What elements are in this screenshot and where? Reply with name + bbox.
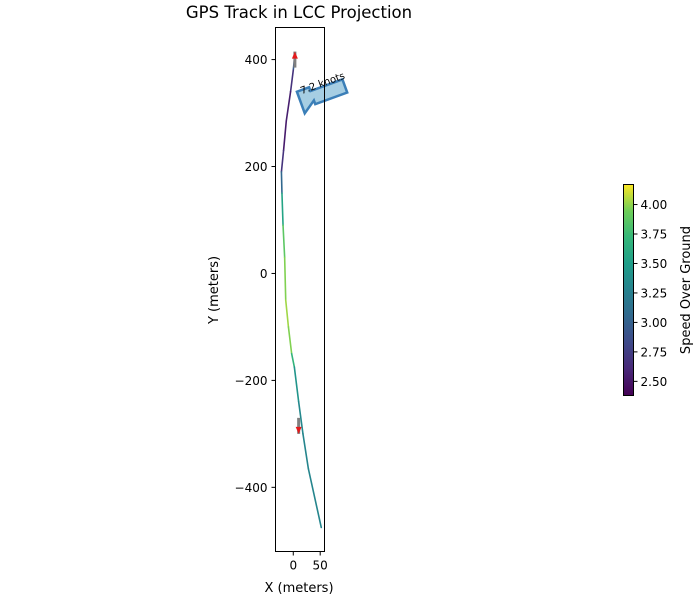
direction-arrow — [291, 51, 298, 68]
track-segment — [282, 224, 286, 259]
x-axis-ticks: 0 50 — [289, 551, 328, 573]
direction-arrow — [295, 417, 302, 434]
track-segment — [280, 171, 283, 195]
annotation-arrow-box — [295, 77, 349, 117]
colorbar-tick-label: 3.00 — [641, 316, 668, 330]
direction-arrows — [291, 51, 302, 434]
track-segment — [289, 69, 295, 93]
colorbar-label: Speed Over Ground — [679, 226, 694, 354]
y-axis-label: Y (meters) — [207, 256, 222, 325]
track-segment — [307, 467, 323, 529]
gps-track — [280, 53, 323, 529]
track-segment — [285, 90, 292, 122]
speed-annotation: 7.2 knots — [295, 71, 349, 117]
track-segment — [297, 400, 304, 435]
track-segment — [290, 352, 296, 368]
track-segment — [293, 366, 300, 403]
x-tick-label: 50 — [313, 559, 328, 573]
track-segment — [287, 326, 293, 355]
track-segment — [283, 256, 287, 301]
chart-title: GPS Track in LCC Projection — [186, 3, 412, 22]
y-tick-label: −200 — [235, 374, 268, 388]
colorbar-tick-label: 3.50 — [641, 257, 668, 271]
track-segment — [281, 192, 284, 227]
y-tick-label: 0 — [260, 267, 268, 281]
colorbar-tick-label: 2.50 — [641, 375, 668, 389]
colorbar-ticks: 2.50 2.75 3.00 3.25 3.50 3.75 4.00 — [633, 198, 668, 389]
x-axis-label: X (meters) — [264, 581, 333, 596]
track-segment — [284, 299, 290, 328]
colorbar-tick-label: 4.00 — [641, 198, 668, 212]
colorbar-tick-label: 3.25 — [641, 286, 668, 300]
y-tick-label: 400 — [245, 53, 268, 67]
plot-area-frame — [275, 27, 325, 552]
colorbar — [623, 184, 634, 396]
y-tick-label: −400 — [235, 481, 268, 495]
track-segment — [282, 120, 288, 152]
track-segment — [302, 433, 310, 470]
y-axis-ticks: −400 −200 0 200 400 — [235, 53, 276, 495]
x-tick-label: 0 — [289, 559, 297, 573]
track-segment — [280, 149, 285, 173]
y-tick-label: 200 — [245, 160, 268, 174]
colorbar-tick-label: 2.75 — [641, 345, 668, 359]
colorbar-tick-label: 3.75 — [641, 228, 668, 242]
